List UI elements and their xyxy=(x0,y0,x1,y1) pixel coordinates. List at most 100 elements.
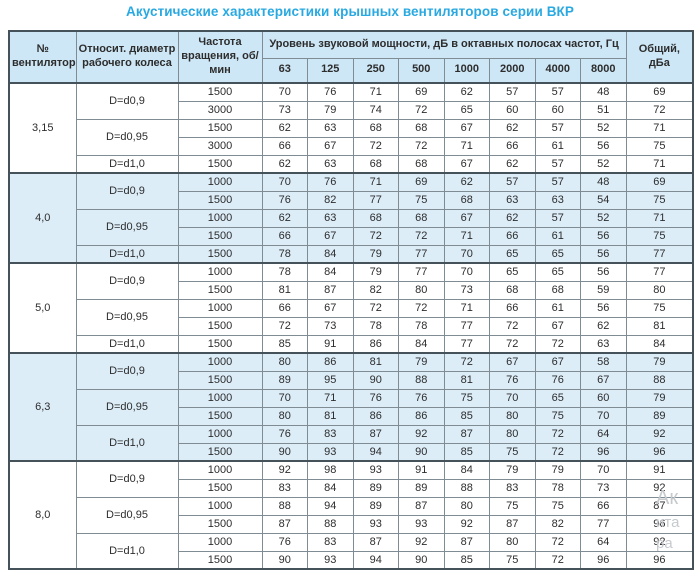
sound-power-cell: 87 xyxy=(489,514,536,534)
sound-power-cell: 67 xyxy=(443,208,490,228)
sound-power-cell: 66 xyxy=(489,136,536,156)
sound-power-cell: 94 xyxy=(352,442,399,462)
sound-power-cell: 75 xyxy=(534,406,581,426)
speed-cell: 1500 xyxy=(177,478,263,498)
table-row: 3,15 D=d0,9 1500 70 76 71 69 62 57 57 48 69 xyxy=(8,82,694,174)
sound-power-cell: 70 xyxy=(261,82,308,102)
sound-power-cell: 77 xyxy=(398,262,445,282)
sound-power-cell: 86 xyxy=(307,352,354,372)
fan-number-cell: 5,0 xyxy=(8,262,77,354)
speed-cell: 1000 xyxy=(177,532,263,552)
freq-header-row: 63 125 250 500 1000 2000 4000 8000 xyxy=(9,57,693,84)
sound-power-cell: 65 xyxy=(489,244,536,264)
sound-power-cell: 57 xyxy=(534,208,581,228)
sound-power-cell: 79 xyxy=(398,352,445,372)
sound-power-cell: 72 xyxy=(534,442,581,462)
sound-power-cell: 92 xyxy=(398,532,445,552)
sound-power-cell: 89 xyxy=(398,478,445,498)
sound-power-cell: 52 xyxy=(580,154,627,174)
sound-power-cell: 76 xyxy=(398,388,445,408)
speed-cell: 1000 xyxy=(177,424,263,444)
sound-power-cell: 68 xyxy=(534,280,581,300)
speed-cell: 1500 xyxy=(177,334,263,354)
sound-power-cell: 88 xyxy=(307,514,354,534)
sound-power-cell: 87 xyxy=(307,280,354,300)
table-row: D=d1,0 1500 78 84 79 77 70 65 65 56 77 xyxy=(9,244,694,264)
speed-cell: 1000 xyxy=(177,496,263,516)
sound-power-cell: 79 xyxy=(534,460,581,480)
total-dba-cell: 69 xyxy=(625,82,694,102)
sound-power-cell: 89 xyxy=(352,496,399,516)
total-dba-cell: 69 xyxy=(625,172,694,192)
sound-power-cell: 69 xyxy=(398,82,445,102)
sound-power-cell: 72 xyxy=(352,136,399,156)
sound-power-cell: 78 xyxy=(261,262,308,282)
table-row: D=d0,95 1000 62 63 68 68 67 62 57 52 71 xyxy=(9,208,694,246)
speed-cell: 1500 xyxy=(177,244,263,264)
sound-power-cell: 58 xyxy=(580,352,627,372)
table-row: 4,0 D=d0,9 1000 70 76 71 69 62 57 57 48 69 xyxy=(8,172,694,264)
sound-power-cell: 66 xyxy=(580,496,627,516)
sound-power-cell: 68 xyxy=(352,118,399,138)
sound-power-cell: 85 xyxy=(443,550,490,570)
table-row: 1500 89 95 90 88 81 76 76 67 88 xyxy=(9,370,694,390)
sound-power-cell: 79 xyxy=(307,100,354,120)
sound-power-cell: 68 xyxy=(398,118,445,138)
sound-power-cell: 77 xyxy=(443,316,490,336)
sound-power-cell: 65 xyxy=(443,100,490,120)
sound-power-cell: 64 xyxy=(580,532,627,552)
table-row: D=d1,0 1000 76 83 87 92 87 80 72 64 92 xyxy=(9,424,694,462)
sound-power-cell: 72 xyxy=(534,532,581,552)
sound-power-cell: 88 xyxy=(443,478,490,498)
col-header-sound-power-group: Уровень звуковой мощности, дБ в октавных… xyxy=(261,30,627,59)
sound-power-cell: 87 xyxy=(443,532,490,552)
sound-power-cell: 81 xyxy=(307,406,354,426)
table-row: D=d0,95 1500 62 63 68 68 67 62 57 52 71 xyxy=(9,118,694,156)
sound-power-cell: 76 xyxy=(352,388,399,408)
sound-power-cell: 84 xyxy=(307,244,354,264)
table-row: 1500 80 81 86 86 85 80 75 70 89 xyxy=(9,406,694,426)
fan-number-cell: 6,3 xyxy=(8,352,77,462)
table-row: 1500 72 73 78 78 77 72 67 62 81 xyxy=(9,316,694,336)
sound-power-cell: 72 xyxy=(261,316,308,336)
col-header-freq: 8000 xyxy=(580,57,627,84)
sound-power-cell: 84 xyxy=(443,460,490,480)
sound-power-cell: 89 xyxy=(261,370,308,390)
table-row: 1500 87 88 93 93 92 87 82 77 96 xyxy=(9,514,694,534)
col-header-total-dba: Общий, дБа xyxy=(625,30,694,84)
sound-power-cell: 63 xyxy=(307,154,354,174)
sound-power-cell: 88 xyxy=(398,370,445,390)
sound-power-cell: 85 xyxy=(443,406,490,426)
sound-power-cell: 71 xyxy=(443,136,490,156)
sound-power-cell: 86 xyxy=(352,406,399,426)
sound-power-cell: 73 xyxy=(307,316,354,336)
sound-power-cell: 82 xyxy=(534,514,581,534)
speed-cell: 1500 xyxy=(177,280,263,300)
total-dba-cell: 96 xyxy=(625,550,694,570)
speed-cell: 1000 xyxy=(177,352,263,372)
sound-power-cell: 80 xyxy=(261,406,308,426)
sound-power-cell: 90 xyxy=(261,550,308,570)
sound-power-cell: 84 xyxy=(398,334,445,354)
sound-power-cell: 48 xyxy=(580,172,627,192)
sound-power-cell: 78 xyxy=(534,478,581,498)
sound-power-cell: 66 xyxy=(261,136,308,156)
table-row: D=d1,0 1500 62 63 68 68 67 62 57 52 71 xyxy=(9,154,694,174)
sound-power-cell: 84 xyxy=(307,478,354,498)
sound-power-cell: 94 xyxy=(352,550,399,570)
sound-power-cell: 62 xyxy=(443,172,490,192)
diameter-cell: D=d0,9 xyxy=(75,262,179,300)
sound-power-cell: 93 xyxy=(352,460,399,480)
table-row: D=d0,95 1000 66 67 72 72 71 66 61 56 75 xyxy=(9,298,694,336)
table-row: 6,3 D=d0,9 1000 80 86 81 79 72 67 67 58 79 xyxy=(8,352,694,462)
sound-power-cell: 57 xyxy=(534,154,581,174)
sound-power-cell: 76 xyxy=(307,82,354,102)
sound-power-cell: 61 xyxy=(534,136,581,156)
total-dba-cell: 81 xyxy=(625,316,694,336)
sound-power-cell: 87 xyxy=(352,532,399,552)
sound-power-cell: 65 xyxy=(534,388,581,408)
sound-power-cell: 75 xyxy=(489,496,536,516)
sound-power-cell: 67 xyxy=(580,370,627,390)
speed-cell: 3000 xyxy=(177,136,263,156)
sound-power-cell: 70 xyxy=(489,388,536,408)
